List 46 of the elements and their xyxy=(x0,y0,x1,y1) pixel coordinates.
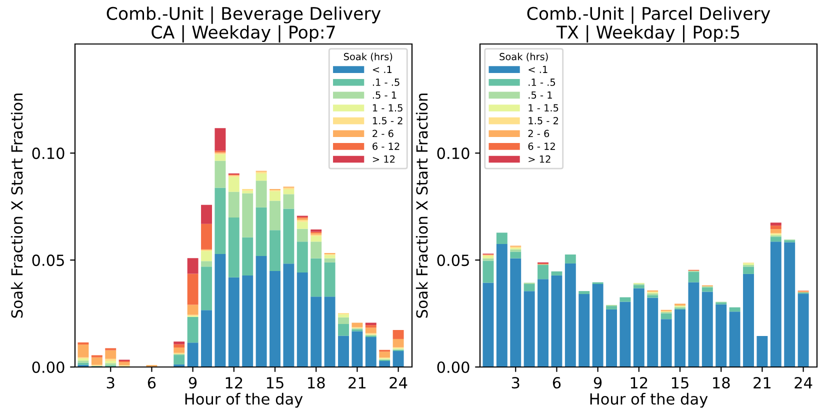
x-tick-label: 6 xyxy=(148,376,156,389)
legend-label: > 12 xyxy=(372,155,395,163)
y-tick-label: 0.05 xyxy=(437,254,469,266)
chart-title: Comb.-Unit | Parcel Delivery TX | Weekday | Pop:5 xyxy=(527,6,770,43)
x-tick-label: 6 xyxy=(552,376,561,389)
x-tick-label: 18 xyxy=(308,376,325,389)
legend-label: .5 - 1 xyxy=(372,91,396,99)
x-tick-label: 3 xyxy=(106,376,114,389)
legend-label: < .1 xyxy=(372,66,392,73)
y-tick-label: 0.00 xyxy=(32,361,64,374)
x-tick-label: 18 xyxy=(713,376,730,389)
legend-label: < .1 xyxy=(528,66,548,73)
legend-label: 6 - 12 xyxy=(372,142,400,150)
legend-label: 6 - 12 xyxy=(528,142,555,150)
legend-label: 2 - 6 xyxy=(372,130,394,138)
x-tick-label: 15 xyxy=(266,377,284,389)
x-tick-label: 15 xyxy=(672,377,688,389)
x-tick-label: 24 xyxy=(390,376,408,388)
legend-label: 1 - 1.5 xyxy=(372,104,402,112)
legend-label: .1 - .5 xyxy=(528,78,556,86)
x-tick-label: 9 xyxy=(594,376,602,389)
legend-label: 1 - 1.5 xyxy=(528,104,558,112)
legend-title: Soak (hrs) xyxy=(500,52,548,62)
x-axis-title: Hour of the day xyxy=(185,392,303,408)
y-axis-title: Soak Fraction X Start Fraction xyxy=(10,94,23,318)
x-tick-label: 9 xyxy=(188,376,197,389)
chart-title: Comb.-Unit | Beverage Delivery CA | Weekday | Pop:7 xyxy=(106,6,381,43)
legend-label: 1.5 - 2 xyxy=(528,116,558,124)
legend-label: .5 - 1 xyxy=(528,91,552,99)
y-axis-title: Soak Fraction X Start Fraction xyxy=(416,94,428,318)
x-axis-title: Hour of the day xyxy=(590,392,708,408)
legend-label: 2 - 6 xyxy=(528,130,550,138)
legend-label: > 12 xyxy=(528,155,550,163)
y-tick-label: 0.00 xyxy=(437,361,470,374)
y-tick-label: 0.05 xyxy=(32,254,64,266)
legend-title: Soak (hrs) xyxy=(344,52,392,62)
legend-label: 1.5 - 2 xyxy=(372,116,402,124)
x-tick-label: 3 xyxy=(512,376,520,389)
x-tick-label: 21 xyxy=(348,376,366,388)
x-tick-label: 12 xyxy=(226,376,242,388)
x-tick-label: 12 xyxy=(630,376,648,388)
legend-label: .1 - .5 xyxy=(372,78,400,86)
y-tick-label: 0.10 xyxy=(437,148,470,160)
y-tick-label: 0.10 xyxy=(32,148,64,160)
x-tick-label: 24 xyxy=(794,376,812,388)
x-tick-label: 21 xyxy=(754,376,771,388)
